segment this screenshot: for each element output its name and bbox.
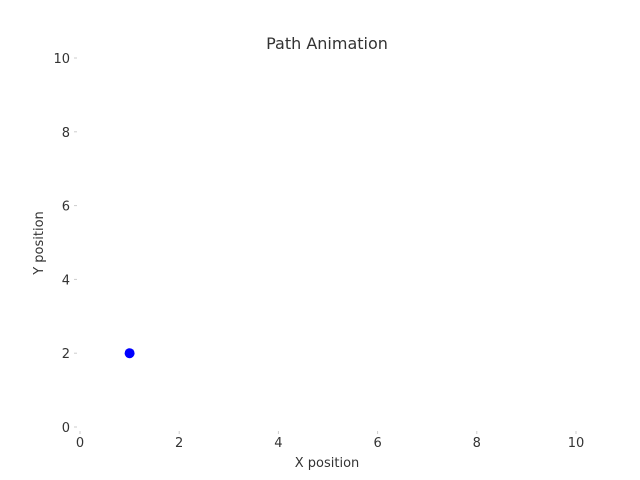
x-tick-label: 6: [373, 436, 381, 451]
chart-title: Path Animation: [266, 34, 388, 53]
y-axis-label: Y position: [32, 211, 47, 276]
x-tick-label: 4: [274, 436, 282, 451]
data-points: [124, 348, 135, 359]
y-tick-label: 6: [62, 200, 70, 215]
y-tick-label: 10: [53, 52, 70, 67]
y-tick-label: 8: [62, 126, 70, 141]
x-tick-label: 2: [175, 436, 183, 451]
x-axis: 0 2 4 6 8 10: [76, 431, 584, 451]
x-tick-label: 0: [76, 436, 84, 451]
y-axis: 0 2 4 6 8 10: [53, 52, 77, 436]
data-point: [124, 348, 135, 359]
y-tick-label: 0: [62, 421, 70, 436]
y-tick-label: 2: [62, 347, 70, 362]
x-tick-label: 8: [473, 436, 481, 451]
x-axis-label: X position: [295, 456, 360, 471]
y-tick-label: 4: [62, 273, 70, 288]
x-tick-label: 10: [568, 436, 585, 451]
